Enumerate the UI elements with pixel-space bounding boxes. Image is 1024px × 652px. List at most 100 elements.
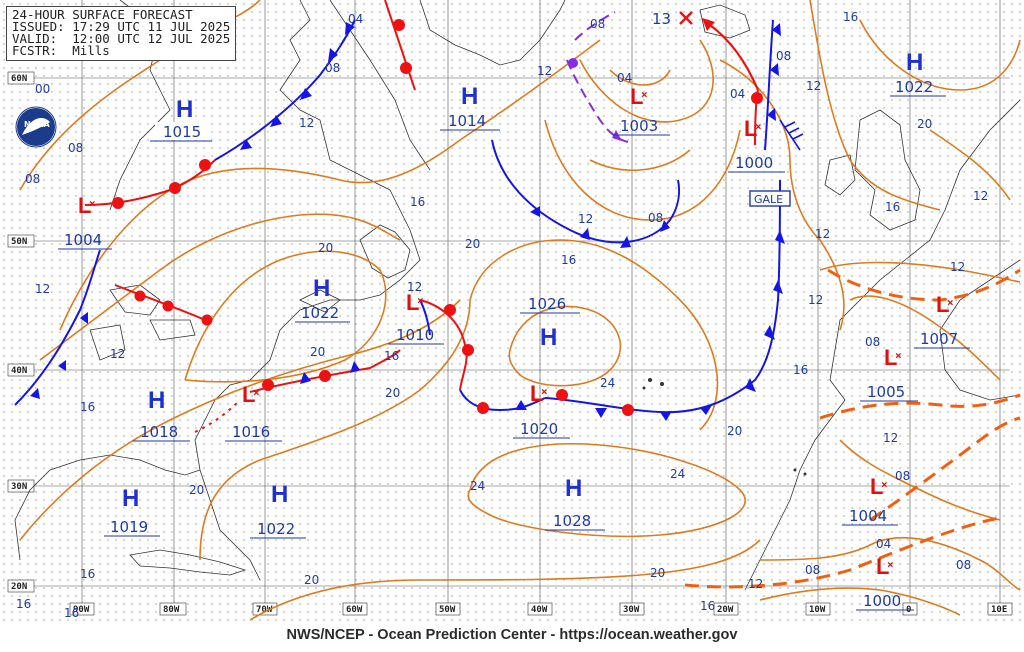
isobar-label: 20	[189, 483, 204, 497]
isobar-label: 16	[64, 606, 79, 620]
isobar-label: 20	[304, 573, 319, 587]
isobar-label: 20	[465, 237, 480, 251]
lon-label: 20W	[717, 605, 734, 615]
svg-text:×: ×	[641, 88, 648, 101]
isobar-label: 16	[410, 195, 425, 209]
lon-label: 90W	[73, 605, 90, 615]
isobar-label: 08	[865, 335, 880, 349]
svg-text:NOAA: NOAA	[24, 120, 50, 129]
low-pressure-value: 1000	[735, 154, 773, 172]
high-pressure-value: 1028	[553, 512, 591, 530]
isobar-label: 12	[808, 293, 823, 307]
latitude-labels: 60N 50N 40N 30N 20N	[7, 71, 35, 593]
low-symbol: L	[870, 474, 883, 499]
isobar-label: 00	[35, 82, 50, 96]
low-pressure-value: 1004	[64, 231, 102, 249]
isobar-label: 12	[35, 282, 50, 296]
isobar-label: 12	[815, 227, 830, 241]
high-symbol: H	[906, 49, 923, 76]
high-symbol: H	[540, 324, 557, 351]
isobars	[19, 0, 1021, 621]
lon-label: 10W	[809, 605, 826, 615]
header-forecaster: FCSTR: Mills	[12, 43, 110, 58]
isobar-label: 08	[776, 49, 791, 63]
svg-text:GALE: GALE	[754, 193, 783, 206]
low-pressure-centers: L × 1004 L × 1003 L × 1000 L × 1010 L × …	[58, 84, 970, 611]
low-pressure-value: 1000	[863, 592, 901, 610]
isobar-label: 04	[348, 12, 363, 26]
isobar-label: 16	[885, 200, 900, 214]
svg-text:×: ×	[541, 385, 548, 398]
svg-text:×: ×	[887, 558, 894, 571]
isobar-label: 16	[384, 349, 399, 363]
isobar-label: 16	[843, 10, 858, 24]
lat-label: 20N	[11, 582, 27, 592]
high-pressure-value: 1022	[301, 304, 339, 322]
svg-text:×: ×	[755, 120, 762, 133]
svg-text:×: ×	[895, 349, 902, 362]
isobar-label: 20	[917, 117, 932, 131]
svg-text:×: ×	[947, 296, 954, 309]
isobar-label: 08	[325, 61, 340, 75]
low-pressure-value: 1020	[520, 420, 558, 438]
svg-text:×: ×	[253, 386, 260, 399]
isobar-label: 12	[950, 260, 965, 274]
lon-label: 40W	[531, 605, 548, 615]
high-symbol: H	[176, 96, 193, 123]
svg-text:×: ×	[89, 197, 96, 210]
high-symbol: H	[271, 481, 288, 508]
isobar-label: 12	[748, 577, 763, 591]
high-symbol: H	[313, 275, 330, 302]
low-symbol: L	[406, 290, 419, 315]
high-pressure-value: 1015	[163, 123, 201, 141]
isobar-label: 04	[876, 537, 891, 551]
isobar-label: 12	[578, 212, 593, 226]
high-symbol: H	[148, 387, 165, 414]
low-symbol: L	[936, 292, 949, 317]
lon-label: 30W	[623, 605, 640, 615]
isobar-label: 20	[318, 241, 333, 255]
isobar-label: 12	[806, 79, 821, 93]
high-symbol: H	[122, 485, 139, 512]
noaa-logo[interactable]: NOAA	[15, 106, 57, 148]
high-pressure-value: 1014	[448, 112, 486, 130]
troughs	[684, 268, 1021, 589]
low-pressure-value: 1005	[867, 383, 905, 401]
isobar-label: 16	[16, 597, 31, 611]
high-pressure-value: 1022	[257, 520, 295, 538]
high-pressure-value: 1022	[895, 78, 933, 96]
header-title: 24-HOUR SURFACE FORECAST	[12, 7, 193, 22]
isobar-label: 12	[407, 280, 422, 294]
low-symbol: L	[744, 116, 757, 141]
isobar-label: 12	[883, 431, 898, 445]
isobar-label: 24	[470, 479, 485, 493]
isobar-label: 08	[68, 141, 83, 155]
isobar-label: 20	[385, 386, 400, 400]
isobar-label: 08	[805, 563, 820, 577]
low-pressure-value: 1016	[232, 423, 270, 441]
lat-label: 30N	[11, 482, 27, 492]
low-pressure-value: 1007	[920, 330, 958, 348]
isobar-labels: 04 08 08 12 04 04 08 12 16 20 16 12 00 0…	[16, 10, 988, 620]
lon-label: 60W	[346, 605, 363, 615]
low-symbol: L	[884, 345, 897, 370]
surface-analysis-map: .iso { fill:none; stroke:#e07a1e; stroke…	[7, 0, 1021, 621]
header-issued: ISSUED: 17:29 UTC 11 JUL 2025	[12, 19, 231, 34]
isobar-label: 20	[727, 424, 742, 438]
isobar-label: 08	[590, 17, 605, 31]
isobar-label: 16	[700, 599, 715, 613]
high-pressure-value: 1019	[110, 518, 148, 536]
coastlines	[14, 0, 1021, 591]
low-symbol: L	[630, 84, 643, 109]
low-pressure-value: 1010	[396, 326, 434, 344]
low-symbol: L	[78, 193, 91, 218]
low-symbol: L	[876, 554, 889, 579]
footer-credit: NWS/NCEP - Ocean Prediction Center - htt…	[286, 627, 738, 643]
isobar-label: 24	[600, 376, 615, 390]
high-pressure-value: 1018	[140, 423, 178, 441]
isobar-label: 08	[956, 558, 971, 572]
low-symbol: L	[530, 381, 543, 406]
isobar-label: 08	[25, 172, 40, 186]
forecast-header: 24-HOUR SURFACE FORECAST ISSUED: 17:29 U…	[6, 6, 237, 61]
map-canvas: .iso { fill:none; stroke:#e07a1e; stroke…	[0, 0, 1024, 622]
